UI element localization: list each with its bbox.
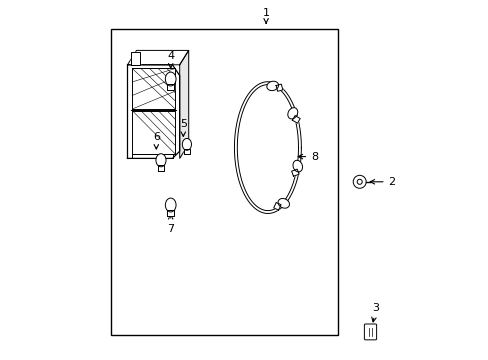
Text: 6: 6 xyxy=(152,132,160,149)
Bar xyxy=(111,29,337,335)
Text: 8: 8 xyxy=(298,152,318,162)
Polygon shape xyxy=(276,84,282,91)
Text: 4: 4 xyxy=(167,51,174,68)
Ellipse shape xyxy=(165,72,176,86)
Polygon shape xyxy=(273,202,281,210)
Polygon shape xyxy=(131,52,140,65)
Ellipse shape xyxy=(182,139,191,150)
Text: 7: 7 xyxy=(167,215,174,234)
Polygon shape xyxy=(179,50,188,158)
Ellipse shape xyxy=(278,198,289,208)
Ellipse shape xyxy=(287,108,297,119)
Text: 1: 1 xyxy=(262,8,269,23)
Ellipse shape xyxy=(156,154,166,167)
Circle shape xyxy=(356,179,362,184)
Text: 2: 2 xyxy=(369,177,395,187)
Polygon shape xyxy=(292,116,300,123)
Polygon shape xyxy=(158,165,164,171)
Polygon shape xyxy=(291,169,299,176)
Polygon shape xyxy=(183,149,189,154)
Polygon shape xyxy=(167,84,174,90)
Polygon shape xyxy=(167,210,174,216)
FancyBboxPatch shape xyxy=(364,324,376,340)
Polygon shape xyxy=(127,65,179,158)
Circle shape xyxy=(352,175,366,188)
Text: 5: 5 xyxy=(180,119,186,136)
Ellipse shape xyxy=(165,198,176,212)
Ellipse shape xyxy=(292,160,302,172)
Ellipse shape xyxy=(266,81,278,91)
Polygon shape xyxy=(127,50,188,65)
Text: 3: 3 xyxy=(371,303,379,322)
